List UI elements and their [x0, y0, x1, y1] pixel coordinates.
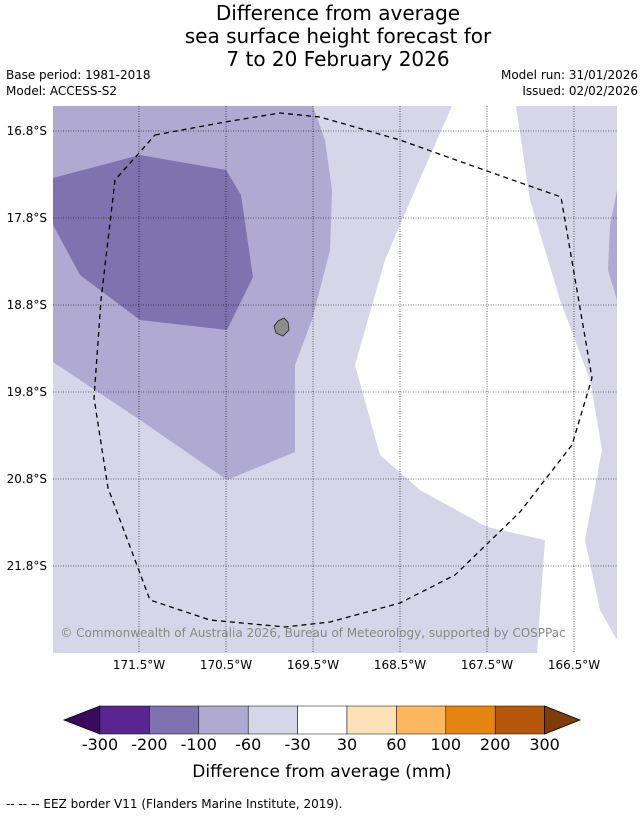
- colorbar-segment: [396, 705, 447, 735]
- colorbar-segment: [149, 705, 200, 735]
- colorbar-segment: [445, 705, 496, 735]
- gridlines: [53, 106, 617, 653]
- meta-right: Model run: 31/01/2026 Issued: 02/02/2026: [501, 67, 638, 99]
- map-title: Difference from average sea surface heig…: [0, 2, 644, 71]
- longitude-labels: 171.5°W 170.5°W 169.5°W 168.5°W 167.5°W 166.5…: [113, 658, 600, 672]
- lat-label: 18.8°S: [7, 298, 47, 312]
- title-line-2: sea surface height forecast for: [184, 24, 492, 48]
- colorbar-tick-label: 30: [336, 735, 358, 754]
- copyright-notice: © Commonwealth of Australia 2026, Bureau…: [60, 626, 565, 640]
- anomaly-region-dark: [53, 155, 253, 330]
- anomaly-region-medium-east: [608, 190, 617, 300]
- map-plot[interactable]: 16.8°S 17.8°S 18.8°S 19.8°S 20.8°S 21.8°S 171…: [0, 0, 644, 700]
- colorbar-segment: [247, 705, 298, 735]
- lon-label: 169.5°W: [287, 658, 339, 672]
- island-shape: [273, 317, 290, 337]
- lon-label: 171.5°W: [113, 658, 165, 672]
- map-area: [53, 106, 617, 653]
- colorbar-segment: [99, 705, 150, 735]
- colorbar: [62, 705, 582, 735]
- lat-label: 19.8°S: [7, 385, 47, 399]
- lat-label: 20.8°S: [7, 472, 47, 486]
- colorbar-tick-label: 100: [430, 735, 462, 754]
- base-period: Base period: 1981-2018: [6, 68, 151, 82]
- colorbar-tick-label: -30: [284, 735, 311, 754]
- title-line-1: Difference from average: [215, 1, 461, 25]
- issued-date: Issued: 02/02/2026: [522, 84, 638, 98]
- meta-left: Base period: 1981-2018 Model: ACCESS-S2: [6, 67, 151, 99]
- colorbar-tick-label: -60: [235, 735, 262, 754]
- colorbar-tick-label: 300: [529, 735, 560, 754]
- lat-label: 16.8°S: [7, 124, 47, 138]
- lat-label: 17.8°S: [7, 211, 47, 225]
- eez-border: [93, 112, 593, 628]
- colorbar-tick-label: 60: [386, 735, 407, 754]
- lon-label: 166.5°W: [548, 658, 600, 672]
- colorbar-tick-label: -300: [81, 735, 119, 754]
- colorbar-segment: [297, 705, 348, 735]
- model-name: Model: ACCESS-S2: [6, 84, 118, 98]
- model-run: Model run: 31/01/2026: [500, 68, 638, 82]
- colorbar-extend-low: [62, 705, 101, 735]
- lon-label: 167.5°W: [461, 658, 513, 672]
- lon-label: 170.5°W: [200, 658, 252, 672]
- colorbar-tick-label: -200: [131, 735, 168, 754]
- colorbar-tick-label: -100: [180, 735, 217, 754]
- colorbar-segment: [198, 705, 249, 735]
- lon-label: 168.5°W: [374, 658, 426, 672]
- colorbar-tick-label: 200: [479, 735, 511, 754]
- colorbar-segments: [62, 705, 582, 735]
- colorbar-segment: [494, 705, 545, 735]
- lat-label: 21.8°S: [7, 559, 47, 573]
- colorbar-segment: [346, 705, 397, 735]
- title-line-3: 7 to 20 February 2026: [226, 47, 450, 71]
- eez-footnote: -- -- -- EEZ border V11 (Flanders Marine…: [6, 797, 343, 811]
- colorbar-extend-high: [544, 705, 582, 735]
- latitude-labels: 16.8°S 17.8°S 18.8°S 19.8°S 20.8°S 21.8°S: [7, 124, 47, 573]
- anomaly-region-light-east: [516, 106, 617, 640]
- colorbar-axis-title: Difference from average (mm): [192, 762, 452, 782]
